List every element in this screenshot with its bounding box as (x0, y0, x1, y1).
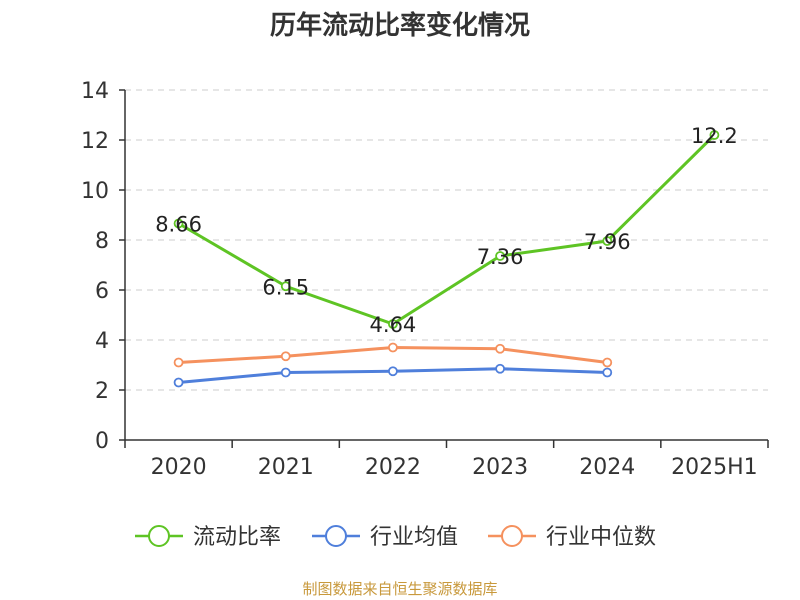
x-tick-label: 2024 (579, 455, 635, 480)
y-tick-label: 0 (95, 429, 109, 454)
data-labels: 8.66 6.15 4.64 7.36 7.96 12.2 (155, 124, 738, 337)
x-tick-label: 2020 (151, 455, 207, 480)
y-tick-label: 14 (81, 79, 109, 104)
legend-marker (325, 525, 347, 547)
data-point[interactable] (173, 377, 184, 388)
data-point[interactable] (173, 357, 184, 368)
x-tick-label: 2023 (472, 455, 528, 480)
grid (125, 89, 768, 391)
x-tick-label: 2022 (365, 455, 421, 480)
legend-label: 行业均值 (370, 525, 458, 550)
y-tick-label: 4 (95, 329, 109, 354)
data-label: 7.36 (477, 245, 524, 269)
axes: 0 2 4 6 8 10 12 14 2020 2021 2022 2023 2024 2025H1 (81, 79, 769, 480)
x-tick-label: 2025H1 (671, 455, 758, 480)
data-point[interactable] (709, 130, 720, 140)
legend-marker (501, 525, 523, 547)
legend-item-2[interactable]: 行业中位数 (488, 525, 656, 550)
y-tick-label: 10 (81, 179, 109, 204)
y-tick-label: 12 (81, 129, 109, 154)
y-tick-label: 8 (95, 229, 109, 254)
data-point[interactable] (173, 218, 184, 229)
data-point[interactable] (280, 281, 291, 292)
legend-item-0[interactable]: 流动比率 (135, 525, 281, 550)
x-tick-label: 2021 (258, 455, 314, 480)
data-point[interactable] (280, 351, 291, 362)
legend[interactable]: 流动比率 行业均值 行业中位数 (135, 525, 656, 550)
data-point[interactable] (495, 363, 505, 374)
data-point[interactable] (280, 367, 291, 378)
y-tick-label: 2 (95, 379, 109, 404)
data-point[interactable] (495, 343, 505, 354)
data-point[interactable] (602, 357, 613, 368)
legend-label: 行业中位数 (546, 525, 656, 550)
data-label: 7.96 (584, 230, 631, 254)
data-point[interactable] (388, 366, 398, 377)
series-line-0 (177, 133, 716, 326)
data-point[interactable] (388, 342, 398, 353)
data-label: 8.66 (155, 213, 202, 237)
data-point[interactable] (602, 367, 613, 378)
y-tick-label: 6 (95, 279, 109, 304)
data-label: 12.2 (691, 124, 738, 148)
chart-title: 历年流动比率变化情况 (270, 10, 530, 41)
data-label: 6.15 (262, 275, 309, 299)
legend-marker (148, 525, 170, 547)
source-note: 制图数据来自恒生聚源数据库 (302, 580, 497, 598)
data-label: 4.64 (370, 313, 417, 337)
data-point[interactable] (602, 236, 613, 246)
series (173, 130, 720, 388)
data-point[interactable] (388, 319, 398, 329)
legend-item-1[interactable]: 行业均值 (312, 525, 458, 550)
data-point[interactable] (495, 251, 505, 261)
legend-label: 流动比率 (193, 525, 281, 550)
